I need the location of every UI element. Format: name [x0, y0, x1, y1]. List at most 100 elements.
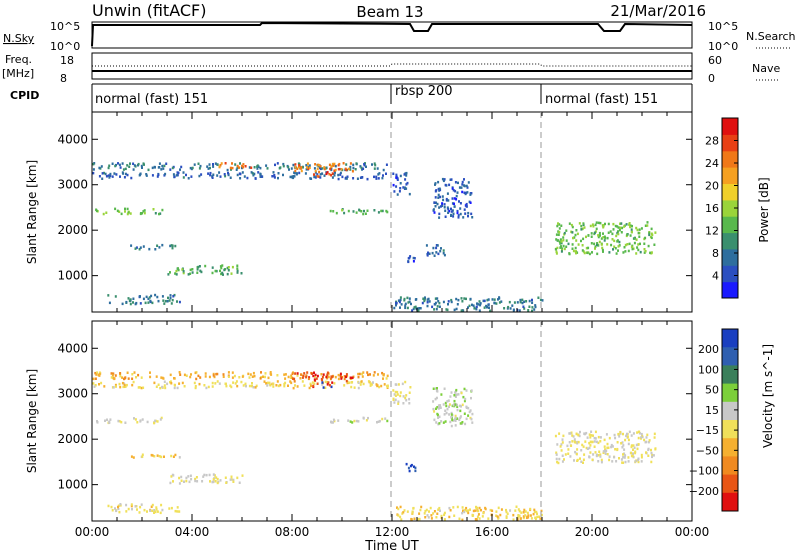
velocity-echo-cell: [339, 375, 342, 378]
velocity-echo-cell: [465, 406, 468, 409]
power-echo-region: [392, 171, 411, 196]
power-echo-cell: [594, 245, 597, 248]
power-echo-cell: [434, 297, 437, 300]
velocity-echo-cell: [232, 478, 235, 482]
velocity-echo-cell: [204, 372, 207, 375]
velocity-echo-cell: [453, 418, 456, 422]
velocity-echo-cell: [564, 453, 567, 456]
power-echo-cell: [591, 251, 593, 254]
velocity-echo-cell: [252, 386, 255, 389]
power-echo-cell: [173, 175, 176, 179]
velocity-echo-cell: [121, 376, 124, 379]
velocity-echo-cell: [560, 443, 563, 446]
velocity-echo-cell: [394, 398, 397, 402]
velocity-echo-cell: [224, 476, 227, 479]
power-echo-cell: [534, 305, 537, 309]
velocity-echo-cell: [624, 460, 627, 464]
power-echo-cell: [433, 201, 436, 204]
velocity-colorbar-tick-label: −200: [689, 485, 719, 498]
power-echo-cell: [571, 225, 574, 229]
velocity-echo-cell: [623, 456, 626, 459]
velocity-echo-cell: [367, 416, 369, 420]
power-echo-cell: [339, 173, 342, 176]
power-colorbar-segment: [722, 199, 738, 217]
power-echo-cell: [333, 174, 336, 177]
velocity-echo-cell: [599, 440, 602, 443]
velocity-echo-cell: [185, 476, 188, 480]
power-echo-cell: [432, 246, 435, 250]
velocity-echo-cell: [117, 504, 120, 507]
power-echo-cell: [221, 271, 224, 275]
power-echo-cell: [352, 163, 355, 167]
velocity-echo-cell: [212, 478, 215, 481]
power-echo-cell: [521, 301, 524, 305]
velocity-echo-cell: [168, 507, 171, 510]
velocity-echo-cell: [204, 375, 207, 378]
power-echo-cell: [448, 209, 451, 213]
velocity-echo-cell: [572, 435, 575, 438]
power-echo-cell: [334, 171, 336, 174]
velocity-echo-cell: [378, 385, 381, 389]
velocity-echo-cell: [579, 430, 581, 434]
power-echo-cell: [528, 299, 531, 303]
power-echo-cell: [612, 222, 615, 226]
velocity-echo-cell: [458, 418, 461, 422]
velocity-echo-cell: [467, 509, 470, 512]
velocity-echo-cell: [252, 371, 255, 375]
power-frame: [91, 111, 693, 313]
velocity-echo-cell: [611, 460, 614, 463]
power-echo-cell: [298, 171, 301, 175]
velocity-echo-cell: [620, 458, 623, 461]
velocity-echo-cell: [401, 382, 404, 386]
power-echo-cell: [282, 164, 285, 168]
velocity-echo-cell: [595, 454, 598, 458]
power-echo-cell: [635, 238, 638, 241]
velocity-echo-cell: [584, 440, 587, 443]
power-echo-cell: [218, 171, 221, 174]
velocity-echo-cell: [586, 436, 589, 439]
velocity-echo-cell: [159, 511, 162, 515]
power-echo-cell: [308, 166, 311, 170]
velocity-echo-cell: [603, 438, 606, 442]
velocity-echo-cell: [162, 377, 165, 380]
power-echo-cell: [347, 209, 350, 213]
velocity-echo-cell: [589, 451, 592, 454]
power-echo-cell: [139, 212, 142, 216]
velocity-echo-cell: [104, 419, 106, 422]
velocity-echo-cell: [606, 453, 609, 456]
power-echo-cell: [133, 164, 136, 167]
power-echo-cell: [469, 297, 472, 301]
velocity-echo-cell: [362, 371, 365, 374]
power-echo-cell: [612, 228, 615, 231]
power-echo-cell: [586, 251, 589, 255]
power-echo-cell: [466, 186, 469, 189]
power-echo-cell: [456, 211, 459, 215]
velocity-echo-cell: [424, 509, 427, 513]
power-echo-cell: [637, 231, 640, 235]
power-echo-cell: [393, 306, 396, 310]
velocity-echo-cell: [180, 475, 183, 479]
power-echo-cell: [211, 176, 214, 179]
power-echo-cell: [518, 309, 521, 312]
power-echo-cell: [572, 236, 574, 240]
velocity-echo-cell: [482, 511, 485, 515]
velocity-echo-cell: [201, 480, 204, 483]
power-echo-cell: [121, 171, 124, 174]
power-echo-cell: [487, 298, 490, 301]
power-echo-cell: [446, 206, 449, 209]
velocity-echo-cell: [222, 373, 225, 376]
velocity-echo-cell: [296, 372, 299, 375]
power-echo-cell: [313, 167, 316, 170]
velocity-echo-cell: [160, 503, 163, 507]
power-echo-cell: [558, 230, 561, 234]
power-echo-cell: [344, 177, 347, 180]
power-echo-cell: [644, 224, 647, 227]
power-echo-cell: [349, 165, 352, 169]
velocity-echo-cell: [117, 419, 120, 423]
velocity-echo-cell: [430, 514, 433, 517]
power-echo-cell: [141, 212, 143, 215]
power-echo-cell: [151, 174, 154, 177]
velocity-echo-cell: [400, 518, 403, 521]
power-echo-cell: [450, 300, 453, 304]
power-echo-cell: [444, 215, 447, 218]
